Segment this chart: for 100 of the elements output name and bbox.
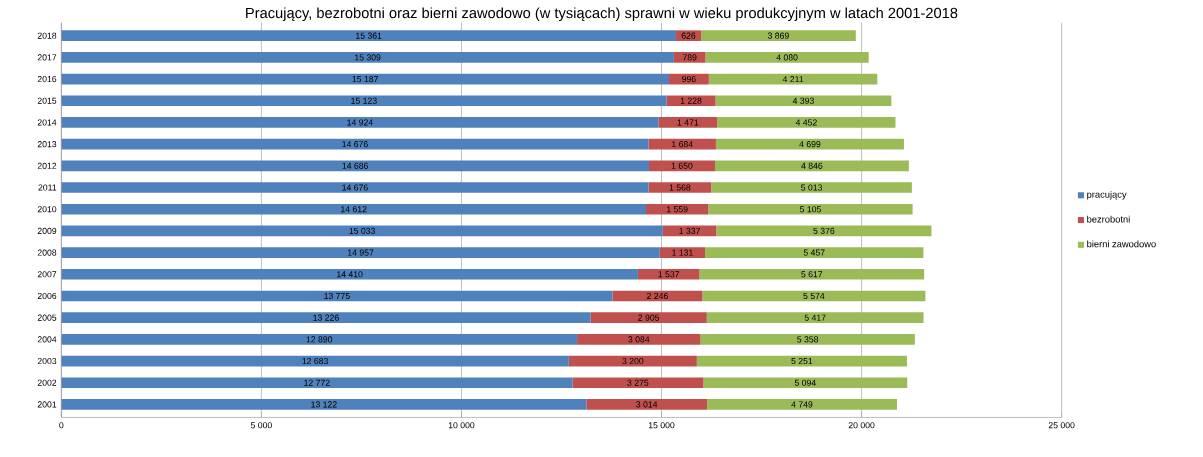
data-label: 4 699 <box>799 140 821 147</box>
data-label: 14 410 <box>337 271 363 278</box>
data-label: 2 246 <box>647 292 668 299</box>
bar <box>61 290 613 302</box>
bar <box>696 355 907 367</box>
data-label: 1 471 <box>677 119 699 126</box>
bar <box>61 138 649 150</box>
data-label: 14 957 <box>347 249 374 256</box>
data-label: 4 846 <box>801 162 823 169</box>
data-label: 3 084 <box>628 336 650 343</box>
y-tick-label: 2003 <box>37 357 57 364</box>
data-label: 996 <box>682 75 696 82</box>
bar <box>61 95 667 106</box>
y-tick-label: 2007 <box>37 271 57 278</box>
bar <box>705 247 924 258</box>
x-tick-label: 20 000 <box>848 421 875 429</box>
data-label: 3 014 <box>636 401 658 408</box>
x-tick-label: 25 000 <box>1048 421 1075 429</box>
data-label: 5 574 <box>803 292 825 299</box>
data-label: 5 358 <box>797 336 819 343</box>
data-label: 1 537 <box>658 271 680 278</box>
bar <box>703 377 908 388</box>
data-label: 4 211 <box>782 75 804 82</box>
data-label: 15 123 <box>351 97 377 104</box>
data-label: 5 013 <box>801 184 823 191</box>
y-tick-label: 2001 <box>37 401 57 408</box>
data-label: 1 131 <box>672 249 693 256</box>
bar <box>675 30 702 41</box>
bar <box>61 116 659 128</box>
bar <box>61 268 638 280</box>
data-label: 1 684 <box>672 140 693 147</box>
data-label: 626 <box>681 32 696 39</box>
bar <box>637 268 700 280</box>
y-tick-label: 2018 <box>37 32 57 39</box>
bar <box>705 51 869 63</box>
bar <box>61 312 591 323</box>
bar <box>61 160 649 171</box>
bar <box>666 95 716 106</box>
bar <box>61 377 573 388</box>
bar <box>648 181 712 193</box>
data-label: 12 683 <box>302 357 328 364</box>
bar <box>673 51 706 63</box>
data-label: 5 417 <box>804 314 826 321</box>
y-tick-label: 2002 <box>37 379 57 386</box>
bar <box>706 312 924 323</box>
data-label: 1 559 <box>667 205 688 213</box>
bar <box>700 333 915 345</box>
data-label: 2 905 <box>638 314 660 321</box>
y-tick-label: 2009 <box>37 227 57 234</box>
data-label: 15 033 <box>349 227 375 234</box>
bar <box>714 160 909 171</box>
data-label: 15 309 <box>355 54 381 61</box>
y-tick-label: 2015 <box>37 97 57 104</box>
bar <box>61 181 649 193</box>
data-label: 13 226 <box>313 314 339 321</box>
y-tick-label: 2011 <box>38 184 57 191</box>
bar <box>702 290 926 302</box>
data-label: 14 686 <box>342 162 369 169</box>
data-label: 14 612 <box>341 205 367 213</box>
bar <box>706 398 897 410</box>
data-label: 5 094 <box>794 379 816 386</box>
data-label: 13 775 <box>324 292 350 299</box>
data-label: 1 568 <box>669 184 691 191</box>
bar <box>699 268 925 280</box>
bar <box>715 95 892 106</box>
bar <box>572 377 704 388</box>
bar <box>61 73 670 85</box>
legend-label: bezrobotni <box>1087 215 1130 223</box>
data-label: 13 122 <box>311 401 337 408</box>
y-tick-label: 2012 <box>37 162 57 169</box>
y-tick-label: 2010 <box>37 205 57 213</box>
bar <box>61 333 578 345</box>
data-label: 1 228 <box>680 97 702 104</box>
data-label: 15 187 <box>352 75 378 82</box>
data-label: 5 617 <box>801 271 823 278</box>
bar <box>659 247 706 258</box>
y-tick-label: 2008 <box>37 249 57 256</box>
bar <box>577 333 701 345</box>
y-tick-label: 2006 <box>37 292 57 299</box>
x-tick-label: 10 000 <box>448 421 475 429</box>
data-label: 12 890 <box>306 336 333 343</box>
legend-label: bierni zawodowo <box>1087 240 1156 248</box>
bar <box>716 225 932 237</box>
y-tick-label: 2013 <box>37 140 57 147</box>
bar <box>61 30 676 41</box>
bar <box>61 225 663 237</box>
data-label: 1 650 <box>671 162 693 169</box>
data-label: 15 361 <box>356 32 382 39</box>
data-label: 4 393 <box>792 97 814 104</box>
bar <box>711 181 912 193</box>
chart-title: Pracujący, bezrobotni oraz bierni zawodowo (w tysiącach) sprawni w wieku produkcyjnym w latach 2001-2018 <box>246 7 958 21</box>
bar <box>658 116 718 128</box>
x-tick-label: 0 <box>59 421 64 429</box>
bar <box>715 138 904 150</box>
data-label: 12 772 <box>304 379 330 386</box>
data-label: 4 080 <box>776 54 798 61</box>
data-label: 5 105 <box>800 205 821 213</box>
data-label: 5 457 <box>803 249 825 256</box>
y-tick-label: 2016 <box>37 75 57 82</box>
data-label: 4 749 <box>791 401 813 408</box>
